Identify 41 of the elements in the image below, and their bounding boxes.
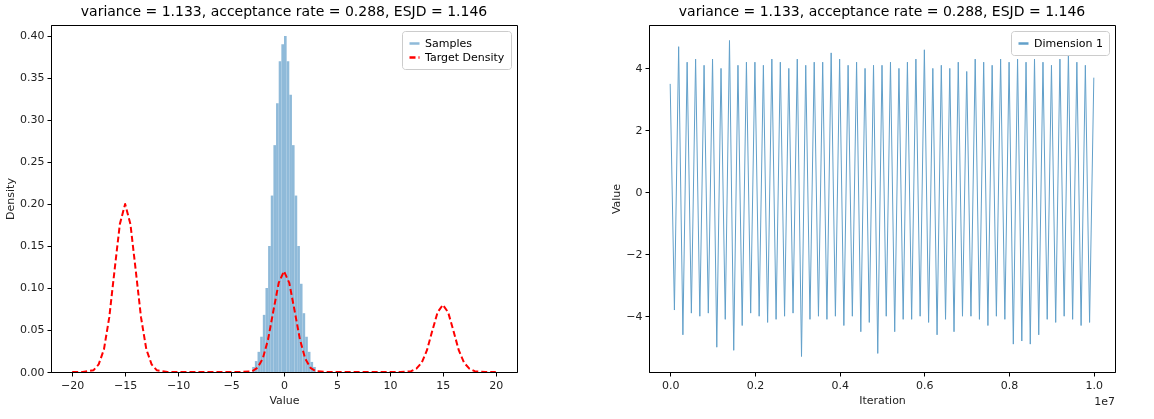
y-tick-label: 0.15 [20,239,45,253]
x-axis-title: Value [269,393,300,407]
line-series [71,202,497,372]
y-tick-label: −4 [626,309,643,323]
x-tick-label: −15 [114,378,138,392]
y-tick-label: 0.10 [20,281,45,295]
y-axis-title: Density [4,177,18,220]
chart-title: variance = 1.133, acceptance rate = 0.288, ESJD = 1.146 [80,3,488,19]
y-tick-label: 0.30 [20,113,45,127]
y-tick-label: −2 [626,247,643,261]
y-tick-label: 2 [635,123,643,137]
y-tick-label: 0.25 [20,155,45,169]
y-tick-label: 0.40 [20,29,45,43]
line-series [669,39,1095,358]
x-tick-label: 0.2 [746,378,765,392]
x-tick-label: 10 [383,378,398,392]
legend-label: Samples [425,36,473,50]
y-tick-label: 0 [635,185,643,199]
y-tick-label: 0.35 [20,71,45,85]
x-tick-label: 0 [281,378,288,392]
text: 1e7 [1094,395,1115,408]
x-tick-label: 0.0 [661,378,680,392]
x-tick-label: −10 [166,378,191,392]
y-tick-label: 0.20 [20,197,45,211]
legend-label: Dimension 1 [1034,36,1103,50]
x-tick-label: 0.4 [831,378,849,392]
x-tick-label: 5 [333,378,341,392]
x-tick-label: −5 [223,378,240,392]
x-tick-label: 20 [489,378,504,392]
x-tick-label: 15 [436,378,451,392]
x-tick-label: 1.0 [1085,378,1104,392]
x-tick-label: 0.8 [1000,378,1019,392]
x-tick-label: −20 [61,378,85,392]
y-tick-label: 0.05 [20,323,45,337]
y-tick-label: 0.00 [20,365,45,379]
legend-label: Target Density [424,50,505,64]
y-axis-title: Value [610,183,624,215]
chart-title: variance = 1.133, acceptance rate = 0.288, ESJD = 1.146 [678,3,1086,19]
x-axis-title: Iteration [859,393,906,407]
y-tick-label: 4 [635,61,643,75]
x-tick-label: 0.6 [916,378,934,392]
